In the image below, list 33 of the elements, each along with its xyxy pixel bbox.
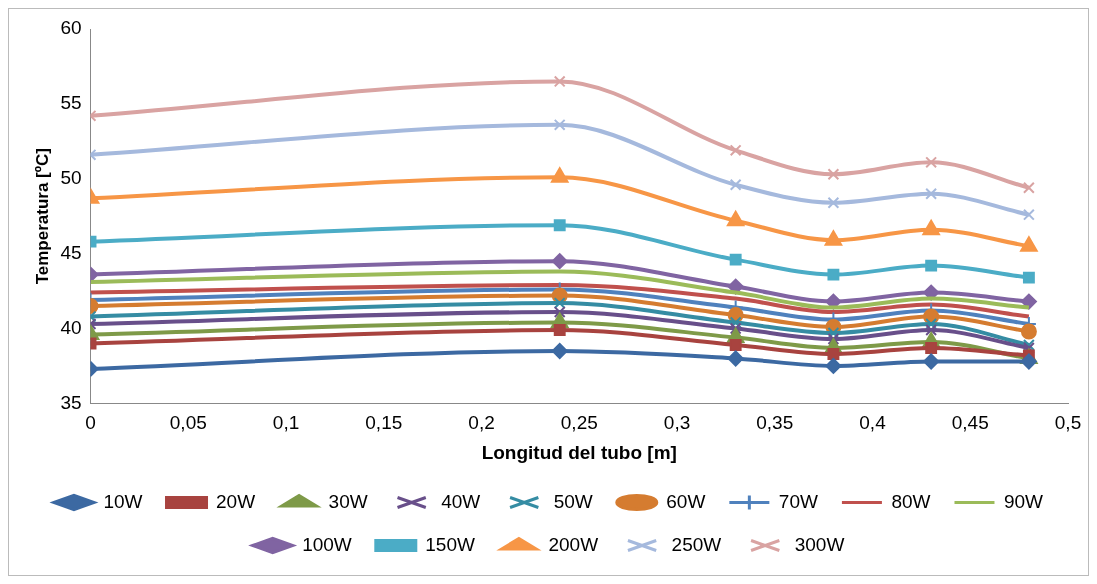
y-tick-label: 60 bbox=[60, 17, 82, 39]
x-tick-label: 0,5 bbox=[1054, 412, 1082, 434]
legend-label: 70W bbox=[778, 490, 818, 512]
legend-label: 80W bbox=[891, 490, 931, 512]
x-tick-label: 0,4 bbox=[859, 412, 887, 434]
y-tick-label: 40 bbox=[60, 316, 82, 338]
legend-label: 150W bbox=[425, 533, 475, 555]
legend-label: 50W bbox=[553, 490, 593, 512]
x-tick-label: 0,05 bbox=[169, 412, 207, 434]
legend-label: 20W bbox=[216, 490, 256, 512]
x-tick-label: 0,15 bbox=[365, 412, 403, 434]
legend-label: 30W bbox=[328, 490, 368, 512]
x-tick-label: 0,3 bbox=[663, 412, 691, 434]
legend-label: 60W bbox=[666, 490, 706, 512]
x-tick-label: 0,35 bbox=[756, 412, 794, 434]
x-tick-label: 0,2 bbox=[468, 412, 495, 434]
legend-label: 200W bbox=[548, 533, 599, 555]
legend-label: 40W bbox=[441, 490, 481, 512]
y-axis-title: Temperatura [ºC] bbox=[32, 148, 52, 285]
x-axis-title: Longitud del tubo [m] bbox=[481, 441, 677, 463]
legend-label: 300W bbox=[794, 533, 845, 555]
legend-label: 100W bbox=[302, 533, 352, 555]
x-tick-label: 0,1 bbox=[272, 412, 300, 434]
y-tick-label: 35 bbox=[60, 391, 82, 413]
legend-label: 90W bbox=[1003, 490, 1044, 512]
legend-label: 250W bbox=[671, 533, 722, 555]
x-tick-label: 0 bbox=[85, 412, 96, 434]
x-tick-label: 0,45 bbox=[951, 412, 989, 434]
legend-label: 10W bbox=[103, 490, 143, 512]
y-tick-label: 55 bbox=[60, 92, 82, 114]
y-tick-label: 50 bbox=[60, 166, 82, 188]
x-tick-label: 0,25 bbox=[560, 412, 598, 434]
y-tick-label: 45 bbox=[60, 241, 82, 263]
